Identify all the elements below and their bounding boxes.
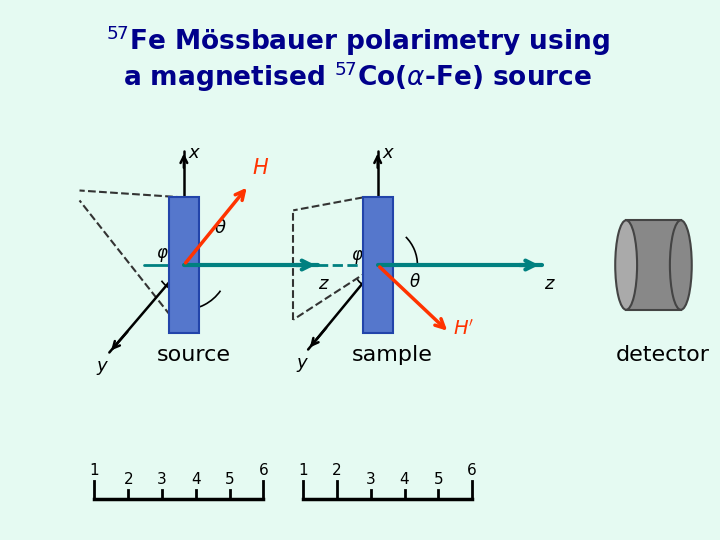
Text: 2: 2: [332, 463, 342, 478]
Text: 1: 1: [89, 463, 99, 478]
Ellipse shape: [670, 220, 692, 310]
Text: sample: sample: [352, 345, 433, 364]
Text: 5: 5: [225, 471, 235, 487]
Text: a magnetised $^{57}$Co($\alpha$-Fe) source: a magnetised $^{57}$Co($\alpha$-Fe) sour…: [123, 59, 593, 94]
Text: $\varphi$: $\varphi$: [156, 246, 168, 264]
Text: 3: 3: [366, 471, 376, 487]
Bar: [363, 198, 392, 333]
Text: 2: 2: [123, 471, 133, 487]
Text: $y$: $y$: [96, 360, 109, 377]
Text: $z$: $z$: [544, 275, 556, 293]
Text: $H$: $H$: [253, 158, 269, 178]
Text: 6: 6: [258, 463, 269, 478]
Ellipse shape: [615, 220, 637, 310]
Text: source: source: [157, 345, 231, 364]
Text: 6: 6: [467, 463, 477, 478]
Bar: [626, 220, 681, 310]
Text: 1: 1: [298, 463, 308, 478]
Text: $\varphi$: $\varphi$: [351, 248, 364, 266]
Bar: [169, 198, 199, 333]
Text: 3: 3: [157, 471, 167, 487]
Text: $x$: $x$: [382, 144, 395, 162]
Text: $^{57}$Fe Mössbauer polarimetry using: $^{57}$Fe Mössbauer polarimetry using: [106, 24, 610, 58]
Text: $x$: $x$: [188, 144, 201, 162]
Text: $z$: $z$: [318, 275, 330, 293]
Text: 5: 5: [433, 471, 443, 487]
Text: $H'$: $H'$: [453, 319, 474, 339]
Text: detector: detector: [616, 345, 710, 364]
Text: 4: 4: [400, 471, 410, 487]
Text: $\theta$: $\theta$: [214, 219, 226, 237]
Text: 4: 4: [191, 471, 201, 487]
Text: $\theta$: $\theta$: [410, 273, 421, 291]
Text: $y$: $y$: [296, 356, 310, 374]
